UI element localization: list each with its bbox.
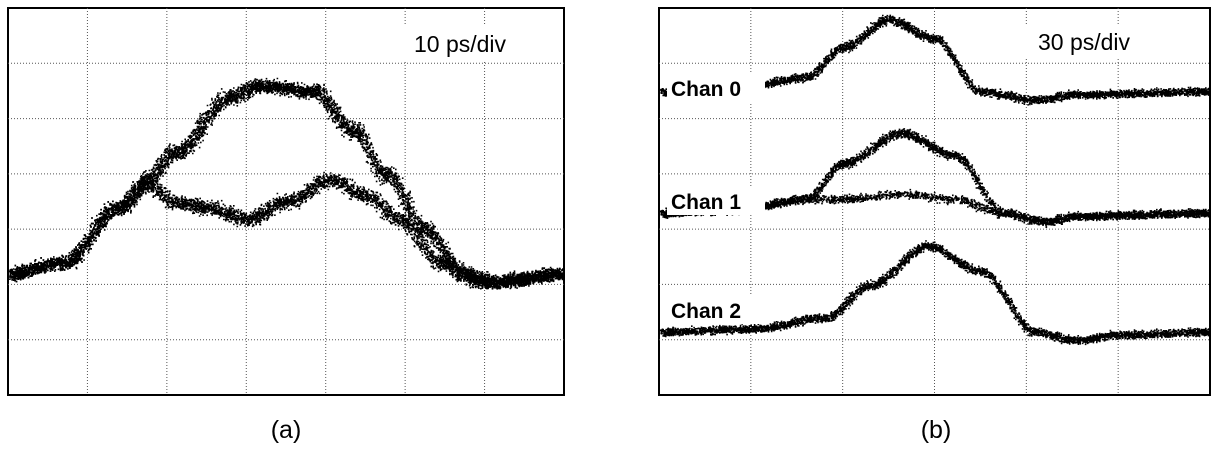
panel-b: 30 ps/div Chan 0 Chan 1 Chan 2 (b) xyxy=(658,7,1211,444)
waveform-points-a xyxy=(9,77,565,290)
timebase-label-b: 30 ps/div xyxy=(1038,29,1131,55)
panel-a: 10 ps/div (a) xyxy=(7,7,565,444)
annotation-bg-b xyxy=(1012,24,1158,58)
grid-b xyxy=(659,8,1210,395)
annotation-bg-a xyxy=(384,26,536,60)
channel-label-0: Chan 0 xyxy=(667,74,765,102)
channel-name-0: Chan 0 xyxy=(671,78,741,101)
channel-label-2: Chan 2 xyxy=(667,296,765,324)
channel-name-2: Chan 2 xyxy=(671,300,741,323)
timebase-label-a: 10 ps/div xyxy=(414,31,507,57)
waveform-points-b xyxy=(660,14,1211,346)
channel-1-trace-1 xyxy=(660,188,1211,228)
waveform-trace-1 xyxy=(9,171,565,290)
panel-label-b: (b) xyxy=(921,416,952,444)
channel-2-trace-0 xyxy=(660,240,1211,346)
channel-name-1: Chan 1 xyxy=(671,191,741,214)
channel-label-1: Chan 1 xyxy=(667,187,765,215)
panel-label-a: (a) xyxy=(271,416,302,444)
